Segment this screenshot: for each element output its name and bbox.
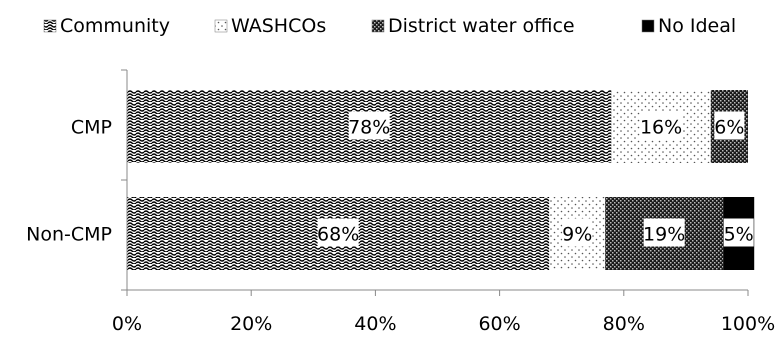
x-tick-label: 100% (721, 313, 775, 335)
legend-swatch-community (43, 19, 57, 33)
data-label-bg (317, 218, 359, 247)
data-label-non-cmp-district-water-office: 19% (643, 224, 685, 246)
data-label-cmp-district-water-office: 6% (714, 117, 744, 139)
data-label-bg (640, 111, 682, 140)
data-label-bg (714, 111, 745, 140)
data-label-non-cmp-community: 68% (317, 224, 359, 246)
data-label-cmp-washcos: 16% (640, 117, 682, 139)
data-label-bg (348, 111, 390, 140)
legend-label-no-ideal: No Ideal (658, 15, 736, 37)
data-label-non-cmp-no-ideal: 5% (724, 224, 754, 246)
legend-swatch-district-water-office (371, 19, 385, 33)
legend-label-community: Community (60, 15, 170, 37)
data-label-bg (562, 218, 593, 247)
data-label-non-cmp-washcos: 9% (562, 224, 592, 246)
category-label-cmp: CMP (71, 117, 112, 139)
legend-swatch-washcos (214, 19, 228, 33)
category-label-non-cmp: Non-CMP (26, 224, 112, 246)
legend: Community WASHCOs District water office No … (43, 15, 736, 37)
x-tick-label: 80% (603, 313, 645, 335)
data-labels: 78% 16% 6% 68% 9% 19% 5% (317, 111, 754, 247)
x-tick-label: 20% (230, 313, 272, 335)
legend-label-washcos: WASHCOs (231, 15, 326, 37)
data-label-bg (643, 218, 685, 247)
legend-swatch-no-ideal (641, 19, 655, 33)
x-tick-label: 60% (478, 313, 520, 335)
legend-label-district-water-office: District water office (388, 15, 575, 37)
data-label-bg (723, 218, 754, 247)
axes: CMP Non-CMP 0% 20% 40% 60% 80% 100% (26, 69, 775, 335)
x-tick-label: 0% (112, 313, 142, 335)
bars (127, 90, 755, 270)
data-label-cmp-community: 78% (348, 117, 390, 139)
x-tick-label: 40% (354, 313, 396, 335)
